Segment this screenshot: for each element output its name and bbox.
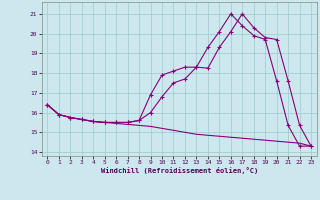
- X-axis label: Windchill (Refroidissement éolien,°C): Windchill (Refroidissement éolien,°C): [100, 167, 258, 174]
